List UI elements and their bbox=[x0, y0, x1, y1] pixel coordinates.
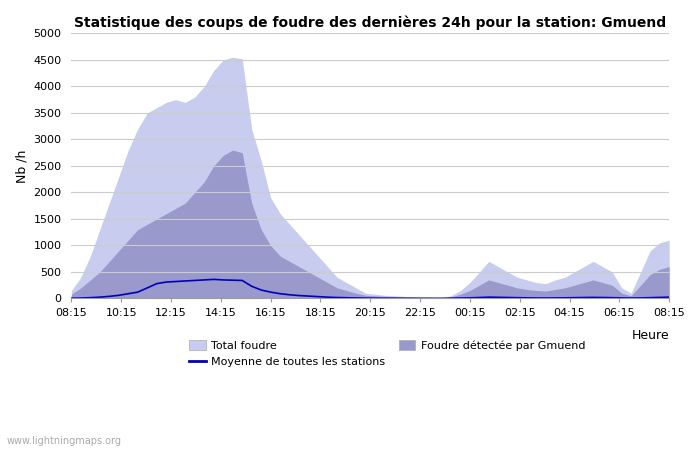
Title: Statistique des coups de foudre des dernières 24h pour la station: Gmuend: Statistique des coups de foudre des dern… bbox=[74, 15, 666, 30]
Legend: Total foudre, Moyenne de toutes les stations, Foudre détectée par Gmuend: Total foudre, Moyenne de toutes les stat… bbox=[185, 336, 590, 371]
Y-axis label: Nb /h: Nb /h bbox=[15, 149, 28, 183]
Text: www.lightningmaps.org: www.lightningmaps.org bbox=[7, 436, 122, 446]
Text: Heure: Heure bbox=[631, 329, 669, 342]
